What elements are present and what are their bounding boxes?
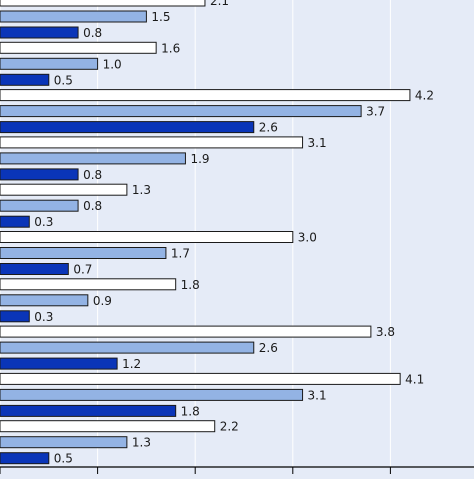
data-label: 1.8 bbox=[181, 278, 200, 292]
data-label: 2.2 bbox=[220, 420, 239, 434]
data-label: 3.0 bbox=[298, 231, 317, 245]
x-axis bbox=[0, 466, 474, 474]
data-label: 3.1 bbox=[308, 136, 327, 150]
bar-group-5-series-2 bbox=[0, 199, 79, 212]
data-label: 4.1 bbox=[405, 372, 424, 386]
bar-group-2-series-2 bbox=[0, 57, 99, 70]
bar-group-9-series-3 bbox=[0, 404, 177, 417]
data-label: 1.2 bbox=[122, 357, 141, 371]
bar-group-6-series-1 bbox=[0, 231, 294, 243]
data-label: 1.7 bbox=[171, 247, 190, 261]
data-label: 2.6 bbox=[259, 121, 278, 135]
data-label: 2.1 bbox=[210, 0, 229, 8]
data-label: 2.6 bbox=[259, 341, 278, 355]
bar-group-10-series-3 bbox=[0, 452, 50, 465]
bar-group-1-series-2 bbox=[0, 10, 147, 23]
data-label: 0.8 bbox=[83, 26, 102, 40]
data-label: 3.1 bbox=[308, 388, 327, 402]
data-label: 1.5 bbox=[151, 10, 170, 24]
bar-group-3-series-2 bbox=[0, 105, 362, 118]
bar-group-3-series-1 bbox=[0, 89, 411, 102]
bar-group-1-series-3 bbox=[0, 26, 79, 39]
bars bbox=[0, 0, 411, 465]
data-label: 3.8 bbox=[376, 325, 395, 339]
data-label: 4.2 bbox=[415, 89, 434, 103]
data-label: 1.8 bbox=[181, 404, 200, 418]
bar-group-9-series-1 bbox=[0, 372, 401, 385]
data-label: 0.3 bbox=[34, 310, 53, 324]
data-label: 1.3 bbox=[132, 183, 151, 197]
bar-group-7-series-3 bbox=[0, 310, 30, 323]
bar-group-4-series-3 bbox=[0, 168, 79, 181]
bar-group-6-series-3 bbox=[0, 263, 69, 275]
data-label: 3.7 bbox=[366, 105, 385, 119]
bar-group-7-series-1 bbox=[0, 278, 177, 291]
bar-group-8-series-2 bbox=[0, 341, 255, 354]
data-label: 1.0 bbox=[103, 57, 122, 71]
data-label: 1.9 bbox=[190, 152, 209, 166]
data-label: 0.5 bbox=[54, 452, 73, 466]
bar-group-9-series-2 bbox=[0, 388, 304, 401]
bar-group-2-series-3 bbox=[0, 73, 50, 86]
data-label: 0.5 bbox=[54, 73, 73, 87]
bar-group-10-series-1 bbox=[0, 420, 216, 433]
bar-group-7-series-2 bbox=[0, 294, 89, 307]
bar-group-6-series-2 bbox=[0, 247, 167, 259]
bar-group-4-series-2 bbox=[0, 152, 186, 165]
data-label: 0.8 bbox=[83, 199, 102, 213]
data-label: 0.7 bbox=[73, 263, 92, 277]
bar-group-8-series-3 bbox=[0, 357, 118, 370]
bar-group-2-series-1 bbox=[0, 41, 157, 54]
bar-group-10-series-2 bbox=[0, 436, 128, 449]
data-label: 0.3 bbox=[34, 215, 53, 229]
bar-group-4-series-1 bbox=[0, 136, 304, 149]
data-label: 1.3 bbox=[132, 436, 151, 450]
bar-group-5-series-3 bbox=[0, 215, 30, 228]
bar-group-5-series-1 bbox=[0, 183, 128, 196]
data-label: 0.9 bbox=[93, 294, 112, 308]
bar-group-1-series-1 bbox=[0, 0, 206, 7]
bar-group-3-series-3 bbox=[0, 121, 255, 134]
data-labels: 2.1 1.5 0.8 1.6 1.0 0.5 4.2 3.7 2.6 3.1 1.9 0.8 1.3 0… bbox=[34, 0, 434, 466]
data-label: 0.8 bbox=[83, 168, 102, 182]
data-label: 1.6 bbox=[161, 41, 180, 55]
bar-group-8-series-1 bbox=[0, 325, 372, 338]
